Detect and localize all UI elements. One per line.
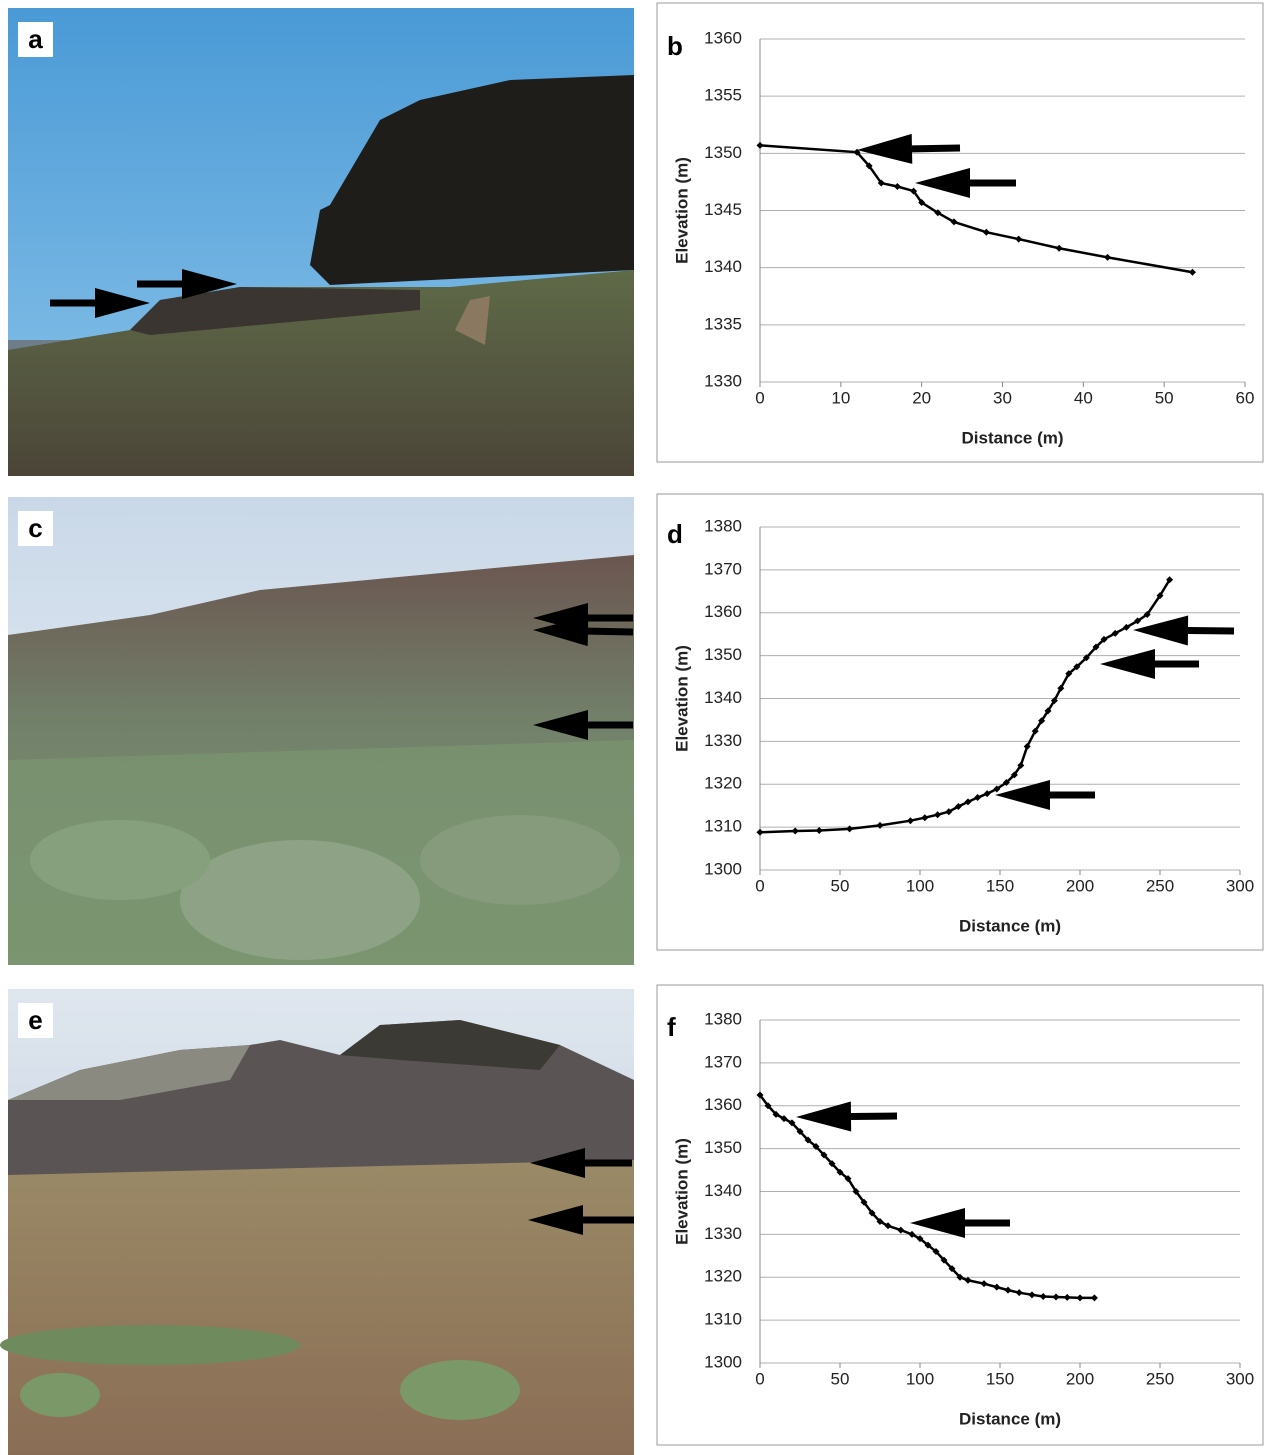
y-tick-label: 1330 (704, 1224, 742, 1243)
y-tick-label: 1320 (704, 1267, 742, 1286)
y-tick-label: 1340 (704, 1181, 742, 1200)
x-tick-label: 150 (986, 1369, 1014, 1388)
y-tick-label: 1345 (704, 200, 742, 219)
x-tick-label: 300 (1226, 876, 1254, 895)
x-axis-label: Distance (m) (961, 428, 1063, 447)
y-tick-label: 1320 (704, 774, 742, 793)
y-tick-label: 1300 (704, 1352, 742, 1371)
y-tick-label: 1360 (704, 1095, 742, 1114)
y-tick-label: 1350 (704, 645, 742, 664)
x-tick-label: 100 (906, 1369, 934, 1388)
photo-c (8, 497, 634, 965)
arrow-shaft (588, 631, 633, 632)
photo-a (8, 8, 634, 476)
x-tick-label: 300 (1226, 1369, 1254, 1388)
panel-label: c (28, 513, 42, 543)
x-tick-label: 0 (755, 1369, 764, 1388)
y-axis-label: Elevation (m) (672, 157, 691, 264)
x-tick-label: 200 (1066, 876, 1094, 895)
y-axis-label: Elevation (m) (672, 1138, 691, 1245)
y-tick-label: 1355 (704, 86, 742, 105)
x-tick-label: 50 (831, 876, 850, 895)
y-tick-label: 1310 (704, 1310, 742, 1329)
panel-label: e (28, 1005, 42, 1035)
y-tick-label: 1360 (704, 602, 742, 621)
x-tick-label: 30 (993, 388, 1012, 407)
y-tick-label: 1380 (704, 1009, 742, 1028)
y-tick-label: 1370 (704, 1052, 742, 1071)
y-tick-label: 1310 (704, 817, 742, 836)
x-tick-label: 20 (912, 388, 931, 407)
x-tick-label: 250 (1146, 1369, 1174, 1388)
x-tick-label: 60 (1236, 388, 1255, 407)
x-tick-label: 40 (1074, 388, 1093, 407)
x-tick-label: 10 (831, 388, 850, 407)
x-tick-label: 100 (906, 876, 934, 895)
panel-label: b (667, 31, 683, 61)
x-tick-label: 0 (755, 876, 764, 895)
panel-label: f (667, 1012, 676, 1042)
y-tick-label: 1340 (704, 257, 742, 276)
panel-label: a (28, 24, 43, 54)
y-tick-label: 1340 (704, 688, 742, 707)
y-tick-label: 1370 (704, 559, 742, 578)
y-tick-label: 1380 (704, 516, 742, 535)
x-tick-label: 150 (986, 876, 1014, 895)
figure: a c e 1330 1335 1340 1345 1350 1355 1360 0 10 20 30 40… (0, 0, 1265, 1455)
y-tick-label: 1350 (704, 1138, 742, 1157)
y-tick-label: 1335 (704, 314, 742, 333)
panel-label: d (667, 519, 683, 549)
x-tick-label: 50 (1155, 388, 1174, 407)
x-tick-label: 0 (755, 388, 764, 407)
y-tick-label: 1330 (704, 371, 742, 390)
y-tick-label: 1350 (704, 143, 742, 162)
x-tick-label: 200 (1066, 1369, 1094, 1388)
x-tick-label: 50 (831, 1369, 850, 1388)
x-axis-label: Distance (m) (959, 916, 1061, 935)
x-tick-label: 250 (1146, 876, 1174, 895)
y-tick-label: 1300 (704, 859, 742, 878)
x-axis-label: Distance (m) (959, 1409, 1061, 1428)
y-axis-label: Elevation (m) (672, 645, 691, 752)
y-tick-label: 1360 (704, 28, 742, 47)
y-tick-label: 1330 (704, 731, 742, 750)
arrow-shaft (912, 148, 960, 149)
